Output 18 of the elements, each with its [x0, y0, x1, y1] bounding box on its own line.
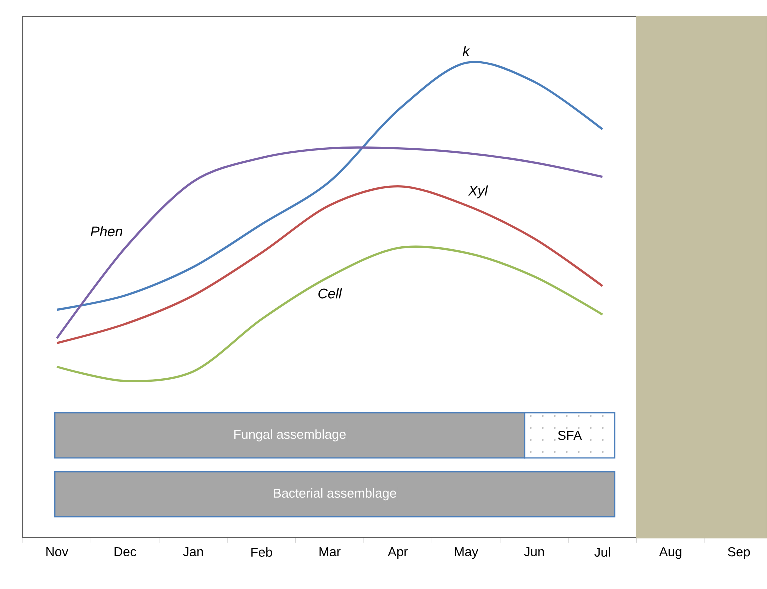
x-tick-label: Aug: [659, 547, 682, 560]
series-label: Phen: [90, 226, 122, 237]
series-label: Xyl: [468, 186, 488, 199]
x-tick-label: Feb: [252, 547, 272, 557]
x-tick-label: Dec: [114, 547, 136, 557]
x-tick-label: May: [455, 547, 479, 560]
annotation: Fungal assemblage: [234, 430, 346, 442]
x-tick-label: Sep: [728, 547, 750, 560]
x-tick-label: Jun: [524, 547, 544, 557]
x-tick-label: Jul: [594, 547, 610, 557]
series-label: Cell: [318, 288, 342, 299]
annotation: Bacterial assemblage: [274, 488, 396, 501]
x-tick-label: Apr: [388, 547, 408, 560]
x-tick-label: Nov: [46, 547, 69, 557]
annotation: SFA: [558, 431, 582, 440]
x-tick-label: Jan: [183, 547, 204, 557]
x-tick-label: Mar: [320, 547, 341, 557]
series-label: k: [463, 46, 470, 56]
